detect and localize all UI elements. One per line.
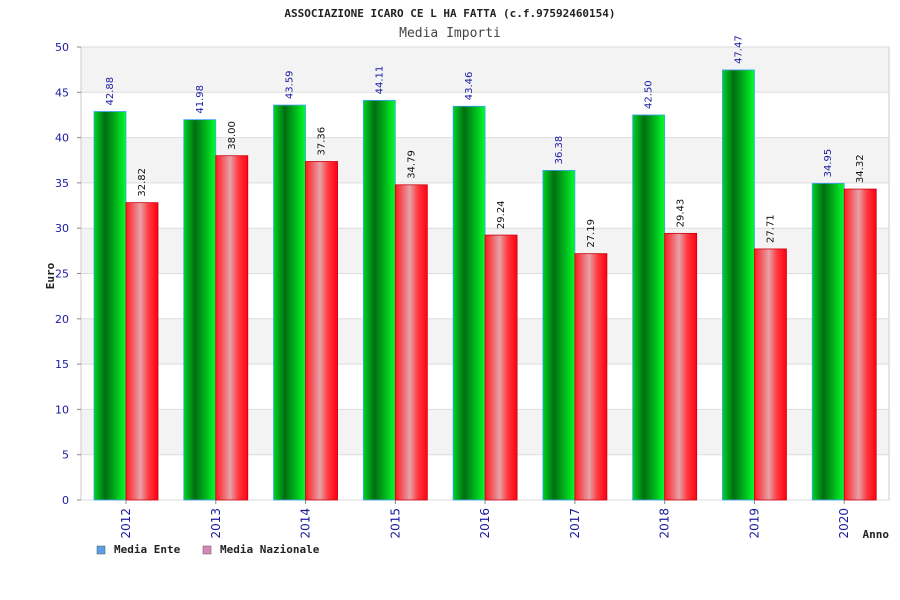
y-tick-label: 15 (55, 358, 69, 371)
bar-media-nazionale-2018 (664, 232, 698, 501)
x-tick-label-2017: 2017 (568, 508, 582, 539)
chart-subtitle: Media Importi (399, 26, 501, 41)
y-tick-label: 40 (55, 132, 69, 145)
value-label-media-ente-2015: 44.11 (374, 66, 385, 95)
x-tick-label-2020: 2020 (837, 508, 851, 539)
y-axis-ticks: 0 5 10 15 20 25 30 35 40 45 50 (55, 41, 81, 507)
y-tick-label: 35 (55, 177, 69, 190)
value-label-media-nazionale-2017: 27.19 (586, 219, 597, 248)
bar-media-ente-2012 (93, 111, 127, 501)
bar-media-nazionale-2019 (754, 248, 787, 501)
legend-swatch-media-nazionale (202, 545, 212, 555)
bar-media-ente-2016 (452, 105, 486, 501)
bar-media-nazionale-2015 (394, 184, 428, 501)
value-label-media-ente-2012: 42.88 (105, 77, 116, 106)
x-tick-label-2018: 2018 (658, 508, 672, 539)
y-tick-label: 20 (55, 313, 69, 326)
value-labels: 42.88 32.82 41.98 38.00 43.59 37.36 44.11 34.79… (105, 35, 866, 247)
bar-media-ente-2017 (542, 169, 576, 501)
value-label-media-nazionale-2020: 34.32 (855, 154, 866, 183)
legend-swatch-media-ente (96, 545, 106, 555)
bar-media-nazionale-2020 (843, 188, 877, 501)
y-tick-label: 5 (62, 449, 69, 462)
value-label-media-ente-2013: 41.98 (195, 85, 206, 114)
bar-media-nazionale-2017 (574, 253, 608, 501)
value-label-media-ente-2020: 34.95 (823, 149, 834, 178)
x-tick-label-2013: 2013 (209, 508, 223, 539)
value-label-media-nazionale-2014: 37.36 (317, 127, 328, 156)
x-tick-label-2019: 2019 (747, 508, 761, 539)
y-tick-label: 45 (55, 86, 69, 99)
y-tick-label: 0 (62, 494, 69, 507)
chart-title: ASSOCIAZIONE ICARO CE L HA FATTA (c.f.97… (284, 7, 615, 20)
bar-media-nazionale-2014 (305, 161, 338, 501)
value-label-media-nazionale-2019: 27.71 (765, 214, 776, 243)
bar-media-nazionale-2013 (215, 155, 249, 501)
bars (93, 69, 877, 501)
x-tick-label-2014: 2014 (299, 508, 313, 539)
value-label-media-ente-2018: 42.50 (644, 80, 655, 109)
value-label-media-nazionale-2018: 29.43 (676, 199, 687, 228)
value-label-media-ente-2014: 43.59 (285, 70, 296, 99)
y-tick-label: 30 (55, 222, 69, 235)
x-tick-label-2012: 2012 (119, 508, 133, 539)
y-tick-label: 50 (55, 41, 69, 54)
bar-media-ente-2013 (183, 119, 217, 501)
bar-media-nazionale-2016 (484, 234, 518, 501)
value-label-media-ente-2019: 47.47 (733, 35, 744, 64)
value-label-media-nazionale-2016: 29.24 (496, 200, 507, 229)
value-label-media-ente-2016: 43.46 (464, 72, 475, 101)
bar-media-ente-2018 (632, 114, 666, 501)
x-axis-ticks: 2012 2013 2014 2015 2016 2017 2018 2019 2020 (119, 500, 851, 539)
value-label-media-nazionale-2012: 32.82 (137, 168, 148, 197)
bar-media-nazionale-2012 (125, 202, 159, 501)
value-label-media-nazionale-2015: 34.79 (406, 150, 417, 179)
value-label-media-ente-2017: 36.38 (554, 136, 565, 165)
y-axis-title: Euro (44, 262, 57, 289)
bar-media-ente-2020 (811, 182, 845, 501)
bar-media-ente-2019 (722, 69, 755, 501)
x-tick-label-2015: 2015 (388, 508, 402, 539)
x-axis-title: Anno (863, 528, 890, 541)
y-tick-label: 10 (55, 403, 69, 416)
bar-media-ente-2015 (362, 99, 396, 501)
value-label-media-nazionale-2013: 38.00 (227, 121, 238, 150)
legend-label-media-ente: Media Ente (114, 543, 181, 556)
legend-label-media-nazionale: Media Nazionale (220, 543, 320, 556)
bar-media-ente-2014 (273, 104, 306, 501)
legend: Media Ente Media Nazionale (96, 543, 320, 556)
x-tick-label-2016: 2016 (478, 508, 492, 539)
y-tick-label: 25 (55, 268, 69, 281)
